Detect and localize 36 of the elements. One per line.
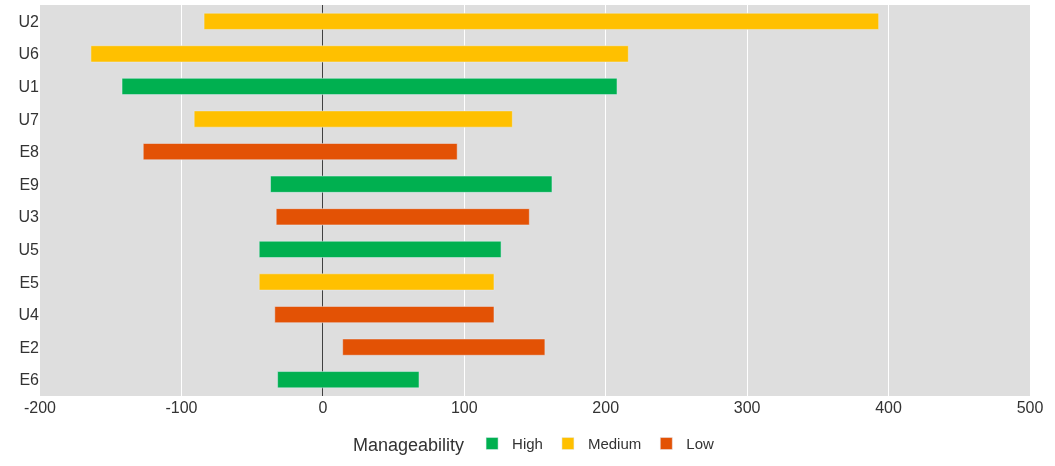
y-tick-label: U2 <box>18 12 40 30</box>
y-tick-label: U4 <box>18 306 40 324</box>
bar <box>258 273 495 291</box>
bar <box>277 371 420 389</box>
legend-label: Medium <box>587 435 642 453</box>
y-tick-label: U5 <box>18 240 40 258</box>
x-tick-label: 300 <box>733 399 761 416</box>
x-tick-label: -200 <box>23 399 57 416</box>
bar <box>275 208 530 226</box>
bar <box>274 306 495 323</box>
legend-label: High <box>512 435 543 453</box>
y-tick-label: U6 <box>18 45 40 63</box>
bar <box>258 240 502 258</box>
y-tick-label: E5 <box>19 273 40 291</box>
bar <box>193 110 513 128</box>
y-tick-label: E9 <box>19 175 40 193</box>
bar <box>270 175 553 193</box>
legend-label: Low <box>686 435 714 453</box>
y-tick-label: E6 <box>19 371 40 389</box>
x-tick-label: 0 <box>318 399 328 416</box>
bar <box>90 45 629 63</box>
x-tick-label: 500 <box>1016 399 1044 416</box>
y-tick-label: U7 <box>18 110 40 128</box>
legend-title: Manageability <box>353 434 465 455</box>
y-tick-label: E8 <box>19 143 40 161</box>
y-tick-label: U1 <box>18 78 40 96</box>
x-tick-label: 200 <box>592 399 620 416</box>
y-tick-label: U3 <box>18 208 40 226</box>
bar <box>203 12 879 30</box>
bar <box>342 338 546 356</box>
bar <box>121 78 618 95</box>
y-tick-label: E2 <box>19 338 40 356</box>
x-tick-label: -100 <box>165 399 198 416</box>
x-tick-label: 400 <box>875 399 903 416</box>
x-tick-label: 100 <box>450 399 478 416</box>
bar <box>142 143 458 161</box>
